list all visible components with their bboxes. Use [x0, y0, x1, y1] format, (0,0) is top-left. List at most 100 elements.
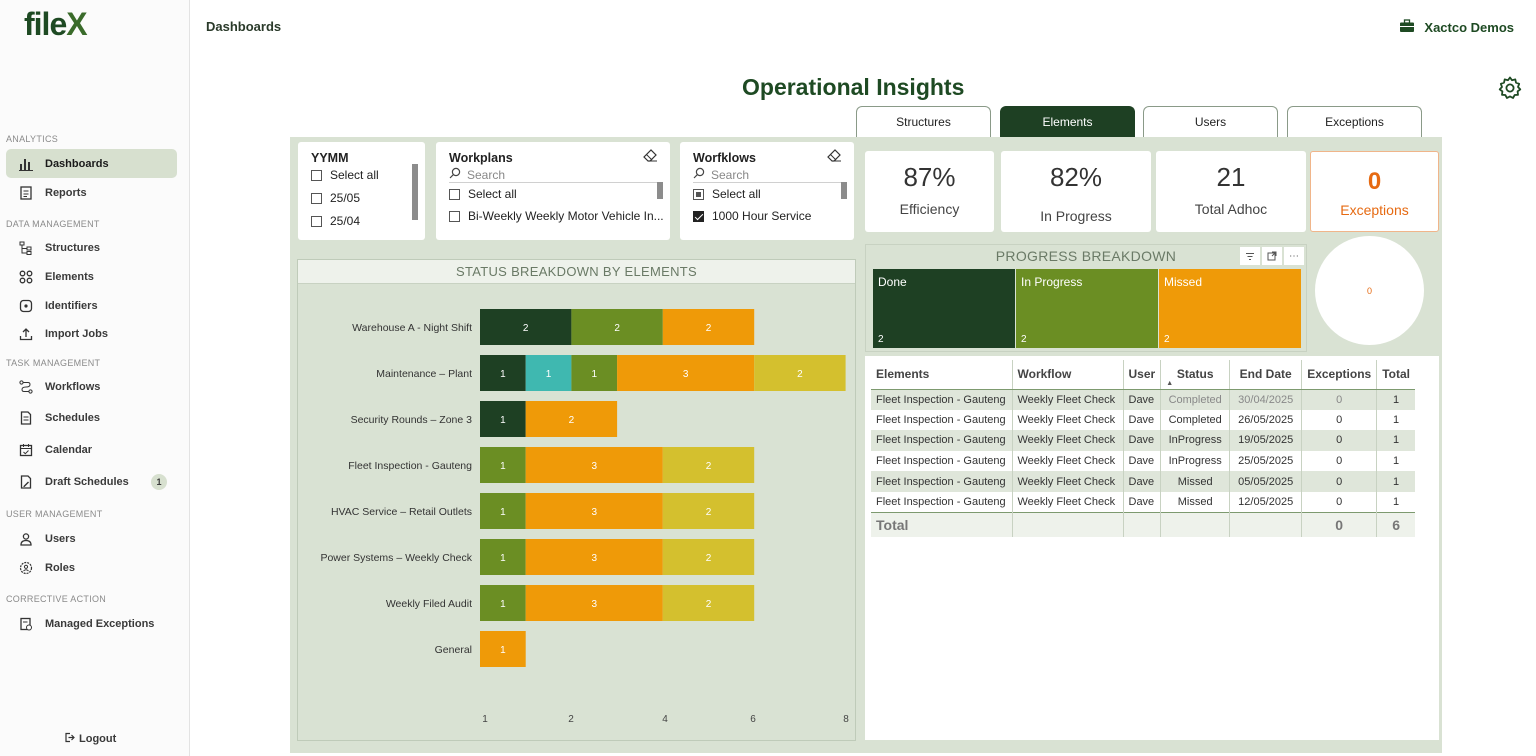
- checkbox[interactable]: [449, 188, 460, 200]
- data-label: 2: [569, 415, 575, 426]
- chart-title: STATUS BREAKDOWN BY ELEMENTS: [298, 260, 855, 284]
- col-user[interactable]: User: [1123, 360, 1162, 390]
- tab-exceptions[interactable]: Exceptions: [1287, 106, 1422, 137]
- sidebar-item-label: Import Jobs: [45, 327, 108, 340]
- col-status-label: Status: [1176, 367, 1214, 382]
- sidebar-item-import-jobs[interactable]: Import Jobs: [6, 319, 177, 348]
- workplans-search[interactable]: Search: [449, 167, 662, 183]
- col-workflow[interactable]: Workflow: [1012, 360, 1124, 390]
- table-row[interactable]: Fleet Inspection - Gauteng Weekly Fleet …: [871, 409, 1415, 431]
- tile-value: 2: [1021, 334, 1027, 345]
- sidebar-item-identifiers[interactable]: Identifiers: [6, 291, 177, 320]
- sidebar-item-label: Calendar: [45, 443, 93, 456]
- status-breakdown-chart: STATUS BREAKDOWN BY ELEMENTS Warehouse A…: [297, 259, 856, 753]
- cell-workflow: Weekly Fleet Check: [1012, 389, 1124, 410]
- sidebar-item-label: Workflows: [45, 380, 101, 393]
- col-status[interactable]: ▲ Status: [1160, 360, 1231, 390]
- checkbox-checked[interactable]: [693, 210, 704, 222]
- checkbox[interactable]: [311, 215, 322, 227]
- sidebar-item-calendar[interactable]: Calendar: [6, 435, 177, 464]
- slicer-title: Workplans: [449, 151, 513, 165]
- workflows-select-all[interactable]: Select all: [693, 187, 761, 201]
- total-empty: [1229, 512, 1303, 537]
- sidebar-item-draft-schedules[interactable]: Draft Schedules 1: [6, 467, 177, 496]
- checkbox[interactable]: [693, 188, 704, 200]
- cell-status: InProgress: [1160, 430, 1231, 451]
- yymm-option[interactable]: 25/04: [311, 214, 360, 228]
- table-row[interactable]: Fleet Inspection - Gauteng Weekly Fleet …: [871, 491, 1415, 513]
- progress-tile-in-progress[interactable]: In Progress 2: [1016, 269, 1158, 348]
- sidebar-item-managed-exceptions[interactable]: Managed Exceptions: [6, 609, 177, 638]
- logout-button[interactable]: Logout: [64, 732, 116, 746]
- table-row[interactable]: Fleet Inspection - Gauteng Weekly Fleet …: [871, 450, 1415, 472]
- more-options-icon[interactable]: ⋯: [1284, 247, 1304, 265]
- scrollbar[interactable]: [841, 182, 847, 199]
- col-exceptions[interactable]: Exceptions: [1301, 360, 1378, 390]
- sidebar-item-dashboards[interactable]: Dashboards: [6, 149, 177, 178]
- sidebar-item-structures[interactable]: Structures: [6, 233, 177, 262]
- sidebar-item-workflows[interactable]: Workflows: [6, 372, 177, 401]
- workflows-option[interactable]: 1000 Hour Service: [693, 209, 811, 223]
- bar-segment: [571, 309, 663, 345]
- bar-segment: [525, 355, 572, 391]
- data-label: 3: [591, 461, 597, 472]
- table-row[interactable]: Fleet Inspection - Gauteng Weekly Fleet …: [871, 389, 1415, 410]
- kpi-exceptions[interactable]: 0 Exceptions: [1310, 151, 1439, 232]
- col-total[interactable]: Total: [1376, 360, 1415, 390]
- sidebar-item-schedules[interactable]: Schedules: [6, 403, 177, 432]
- tab-users[interactable]: Users: [1143, 106, 1278, 137]
- exception-document-icon: [18, 616, 34, 632]
- settings-button[interactable]: [1498, 76, 1522, 105]
- bar-segment: [525, 493, 663, 529]
- grid-circles-icon: [18, 269, 34, 285]
- bar-segment: [480, 493, 526, 529]
- table-row[interactable]: Fleet Inspection - Gauteng Weekly Fleet …: [871, 430, 1415, 451]
- workflows-slicer: Worfklows Search Select all 1000 Hour Se…: [680, 142, 854, 240]
- tile-label: Done: [878, 275, 907, 289]
- draft-count-badge: 1: [151, 473, 167, 490]
- col-elements[interactable]: Elements: [871, 360, 1013, 390]
- tag-icon: [18, 298, 34, 314]
- total-empty: [1012, 512, 1124, 537]
- org-switcher[interactable]: Xactco Demos: [1399, 19, 1514, 36]
- data-label: 2: [523, 323, 529, 334]
- bar-segment: [525, 401, 618, 437]
- workplans-option[interactable]: Bi-Weekly Weekly Motor Vehicle In...: [449, 209, 664, 223]
- table-row[interactable]: Fleet Inspection - Gauteng Weekly Fleet …: [871, 471, 1415, 492]
- yymm-slicer: YYMM Select all 25/05 25/04: [298, 142, 425, 240]
- eraser-icon[interactable]: [643, 149, 658, 165]
- yymm-option[interactable]: 25/05: [311, 191, 360, 205]
- cell-user: Dave: [1123, 491, 1162, 513]
- scrollbar[interactable]: [657, 182, 663, 199]
- bar-segment: [662, 585, 755, 621]
- status-chart-svg: Warehouse A - Night Shift 2 2 2 Maintenance …: [320, 309, 849, 753]
- checkbox[interactable]: [311, 192, 322, 204]
- checkbox[interactable]: [311, 169, 322, 181]
- sidebar-item-label: Managed Exceptions: [45, 617, 155, 630]
- yymm-select-all[interactable]: Select all: [311, 168, 379, 182]
- breadcrumb[interactable]: Dashboards: [206, 19, 282, 34]
- sidebar-item-roles[interactable]: Roles: [6, 553, 177, 582]
- user-icon: [18, 531, 34, 547]
- sidebar-item-elements[interactable]: Elements: [6, 262, 177, 291]
- table-total-row: Total 0 6: [871, 512, 1415, 537]
- sidebar-item-users[interactable]: Users: [6, 524, 177, 553]
- eraser-icon[interactable]: [827, 149, 842, 165]
- cell-status: Missed: [1160, 491, 1231, 513]
- tab-elements[interactable]: Elements: [1000, 106, 1135, 137]
- data-label: 1: [500, 369, 506, 380]
- tab-structures[interactable]: Structures: [856, 106, 991, 137]
- filter-icon[interactable]: [1240, 247, 1260, 265]
- progress-tile-missed[interactable]: Missed 2: [1159, 269, 1301, 348]
- cell-end-date: 25/05/2025: [1229, 450, 1303, 472]
- scrollbar[interactable]: [412, 164, 418, 220]
- workplans-select-all[interactable]: Select all: [449, 187, 517, 201]
- checkbox[interactable]: [449, 210, 460, 222]
- workflows-search[interactable]: Search: [693, 167, 846, 183]
- filex-logo[interactable]: fileX: [24, 6, 88, 43]
- progress-tile-done[interactable]: Done 2: [873, 269, 1015, 348]
- cell-workflow: Weekly Fleet Check: [1012, 450, 1124, 472]
- col-end-date[interactable]: End Date: [1229, 360, 1303, 390]
- sidebar-item-reports[interactable]: Reports: [6, 178, 177, 207]
- focus-mode-icon[interactable]: [1262, 247, 1282, 265]
